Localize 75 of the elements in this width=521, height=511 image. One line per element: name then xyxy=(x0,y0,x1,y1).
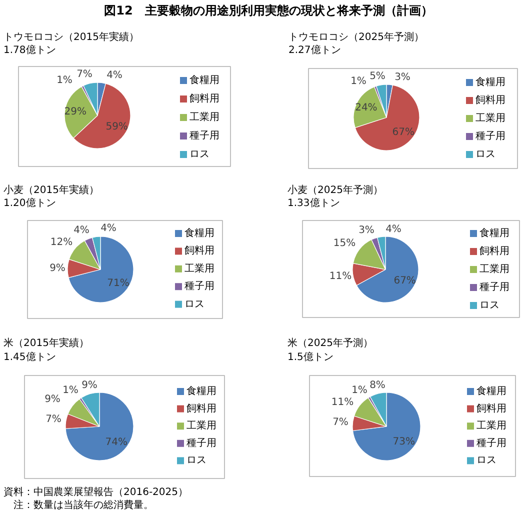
legend-label: 種子用 xyxy=(476,438,506,449)
chart-title: 米（2025年予測） xyxy=(288,337,373,349)
legend-label: 飼料用 xyxy=(186,402,216,414)
legend-label: ロス xyxy=(476,149,496,160)
data-label: 15% xyxy=(333,238,356,249)
data-label: 4% xyxy=(74,225,90,236)
legend-label: 種子用 xyxy=(186,438,216,449)
legend-label: 工業用 xyxy=(186,420,216,432)
data-label: 5% xyxy=(370,71,386,82)
data-label: 3% xyxy=(394,72,410,83)
legend-label: ロス xyxy=(190,149,210,160)
legend-label: 食糧用 xyxy=(480,227,510,239)
legend-label: 飼料用 xyxy=(476,402,506,414)
data-label: 74% xyxy=(105,436,128,448)
chart-title: 米（2015年実績） xyxy=(4,337,89,349)
chart-title: トウモロコシ（2015年実績） xyxy=(4,31,139,43)
chart-subtitle: 1.20億トン xyxy=(4,197,56,209)
legend-label: 種子用 xyxy=(476,131,506,142)
data-label: 59% xyxy=(106,121,128,132)
legend-label: 工業用 xyxy=(184,262,214,274)
legend-label: 食糧用 xyxy=(190,74,220,86)
data-label: 7% xyxy=(46,414,62,425)
data-label: 9% xyxy=(44,394,60,405)
data-label: 1% xyxy=(352,385,368,396)
legend-label: ロス xyxy=(184,298,204,310)
data-label: 24% xyxy=(355,102,378,114)
legend-label: 工業用 xyxy=(476,420,506,432)
chart-subtitle: 1.33億トン xyxy=(288,197,340,209)
data-label: 12% xyxy=(50,237,73,248)
chart-subtitle: 1.5億トン xyxy=(288,351,334,363)
legend-label: 種子用 xyxy=(184,281,214,292)
data-label: 4% xyxy=(106,70,122,81)
data-label: 4% xyxy=(386,224,402,235)
text: 図12 主要穀物の用途別利用実態の現状と将来予測（計画） xyxy=(104,4,433,18)
text: 資料：中国農業展望報告（2016-2025） xyxy=(4,486,188,498)
data-label: 3% xyxy=(358,225,374,236)
data-label: 1% xyxy=(350,76,366,87)
legend-label: ロス xyxy=(186,455,206,466)
data-label: 29% xyxy=(64,106,86,118)
legend-label: 食糧用 xyxy=(186,385,216,397)
data-label: 7% xyxy=(76,69,92,80)
legend-label: 飼料用 xyxy=(476,94,506,106)
legend-label: 種子用 xyxy=(190,130,220,142)
data-label: 9% xyxy=(50,263,66,274)
legend-label: 工業用 xyxy=(190,111,220,123)
legend-label: 工業用 xyxy=(476,112,506,124)
data-label: 67% xyxy=(392,126,414,138)
legend-label: 食糧用 xyxy=(184,227,214,239)
data-label: 73% xyxy=(392,436,415,448)
data-label: 9% xyxy=(82,380,98,391)
data-label: 71% xyxy=(107,278,130,289)
chart-title: 小麦（2015年実績） xyxy=(4,184,99,196)
legend-label: 飼料用 xyxy=(190,92,220,104)
legend-label: 飼料用 xyxy=(480,245,510,257)
data-label: 7% xyxy=(332,417,348,428)
legend-label: 食糧用 xyxy=(476,76,506,88)
data-label: 11% xyxy=(329,271,352,282)
chart-title: 小麦（2025年予測） xyxy=(288,184,383,196)
legend-label: 種子用 xyxy=(480,282,510,293)
legend-label: 工業用 xyxy=(480,263,510,275)
chart-subtitle: 1.78億トン xyxy=(4,44,56,56)
legend-label: 食糧用 xyxy=(476,385,506,397)
legend-label: 飼料用 xyxy=(184,244,214,257)
legend-label: ロス xyxy=(480,300,500,311)
chart-title: トウモロコシ（2025年予測） xyxy=(288,31,424,43)
data-label: 1% xyxy=(62,385,78,396)
data-label: 8% xyxy=(370,380,386,391)
chart-subtitle: 1.45億トン xyxy=(4,351,56,363)
legend-label: ロス xyxy=(476,455,496,466)
chart-subtitle: 2.27億トン xyxy=(288,44,341,56)
data-label: 1% xyxy=(56,75,72,86)
text: 注：数量は当該年の総消費量。 xyxy=(14,499,154,511)
data-label: 11% xyxy=(331,397,354,408)
data-label: 67% xyxy=(394,275,416,286)
data-label: 4% xyxy=(100,223,116,234)
